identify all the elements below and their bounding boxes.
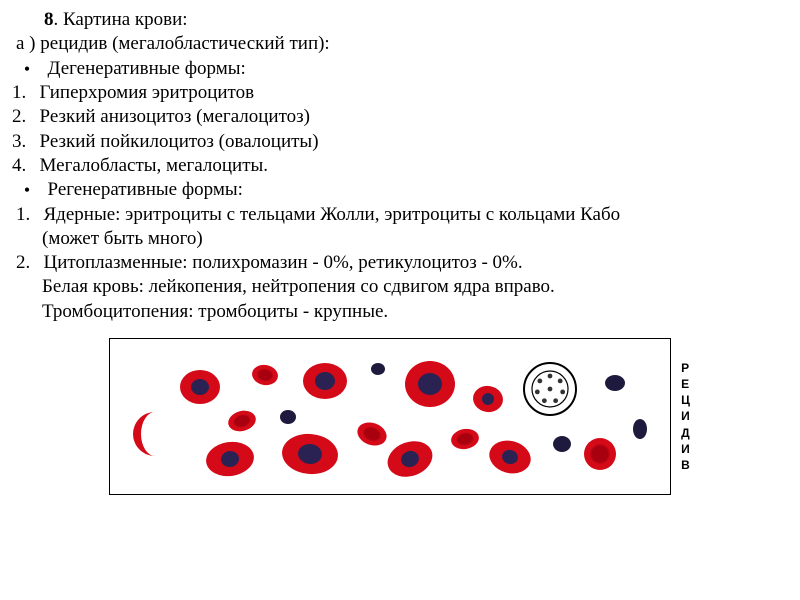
- deg-item-1: 1. Гиперхромия эритроцитов: [12, 81, 788, 105]
- deg-item-3: 3. Резкий пойкилоцитоз (овалоциты): [12, 130, 788, 154]
- bullet-degenerative: • Дегенеративные формы:: [16, 57, 788, 81]
- line-a: а ) рецидив (мегалобластический тип):: [16, 32, 788, 56]
- reg-item-2: 2. Цитоплазменные: полихромазин - 0%, ре…: [16, 251, 788, 275]
- bullet-regenerative: • Регенеративные формы:: [16, 178, 788, 202]
- heading-number: 8: [44, 9, 54, 30]
- deg-item-4: 4. Мегалобласты, мегалоциты.: [12, 154, 788, 178]
- reg-item-1b: (может быть много): [42, 227, 788, 251]
- tail-line-2: Тромбоцитопения: тромбоциты - крупные.: [42, 300, 788, 324]
- heading: 8. Картина крови:: [44, 8, 788, 32]
- bullet-degenerative-label: Дегенеративные формы:: [48, 58, 246, 79]
- deg-item-2: 2. Резкий анизоцитоз (мегалоцитоз): [12, 105, 788, 129]
- bullet-dot-icon: •: [16, 58, 38, 81]
- heading-text: . Картина крови:: [54, 9, 188, 30]
- figure-vertical-label: Р Е Ц И Д И В: [681, 360, 691, 473]
- bullet-dot-icon: •: [16, 179, 38, 202]
- bullet-regenerative-label: Регенеративные формы:: [48, 179, 243, 200]
- tail-line-1: Белая кровь: лейкопения, нейтропения со …: [42, 275, 788, 299]
- blood-figure-block: Р Е Ц И Д И В: [12, 338, 788, 501]
- reg-item-1a: 1. Ядерные: эритроциты с тельцами Жолли,…: [16, 203, 788, 227]
- blood-smear-diagram: [109, 338, 671, 495]
